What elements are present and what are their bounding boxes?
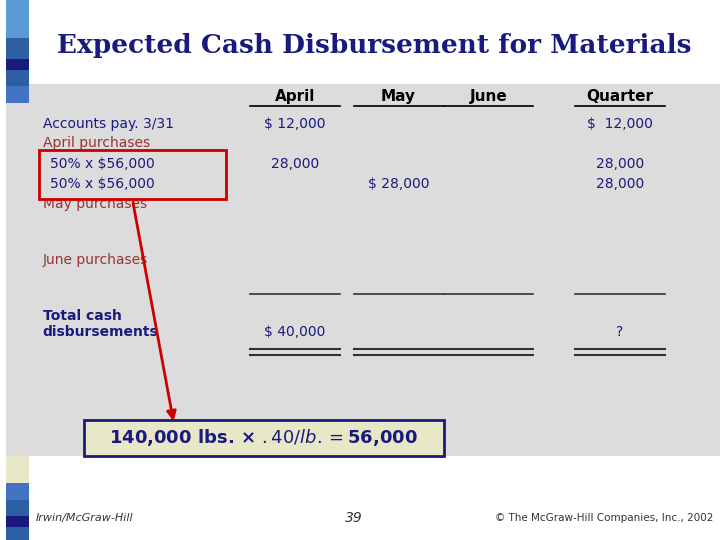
Text: Expected Cash Disbursement for Materials: Expected Cash Disbursement for Materials bbox=[57, 33, 692, 58]
Text: 50% x $56,000: 50% x $56,000 bbox=[50, 177, 154, 191]
Bar bbox=[39, 150, 226, 199]
Text: May: May bbox=[381, 89, 416, 104]
Text: ?: ? bbox=[616, 325, 624, 339]
Bar bbox=[6, 103, 29, 456]
Bar bbox=[6, 70, 29, 86]
Bar bbox=[6, 483, 29, 500]
Text: © The McGraw-Hill Companies, Inc., 2002: © The McGraw-Hill Companies, Inc., 2002 bbox=[495, 514, 713, 523]
Bar bbox=[6, 38, 29, 59]
Bar bbox=[29, 84, 720, 456]
Text: $  12,000: $ 12,000 bbox=[587, 117, 653, 131]
Text: 50% x $56,000: 50% x $56,000 bbox=[50, 157, 154, 171]
Bar bbox=[6, 0, 29, 38]
Text: Accounts pay. 3/31: Accounts pay. 3/31 bbox=[42, 117, 174, 131]
Bar bbox=[6, 59, 29, 70]
Bar bbox=[6, 516, 29, 526]
Text: Irwin/McGraw-Hill: Irwin/McGraw-Hill bbox=[36, 514, 133, 523]
Bar bbox=[6, 456, 29, 483]
Bar bbox=[29, 456, 720, 540]
Text: June: June bbox=[469, 89, 508, 104]
Text: Total cash: Total cash bbox=[42, 309, 122, 323]
Text: 28,000: 28,000 bbox=[595, 177, 644, 191]
Text: $ 28,000: $ 28,000 bbox=[368, 177, 429, 191]
Text: Quarter: Quarter bbox=[586, 89, 653, 104]
Text: 50% x $56,000: 50% x $56,000 bbox=[50, 177, 154, 191]
Text: disbursements: disbursements bbox=[42, 325, 158, 339]
Text: $ 40,000: $ 40,000 bbox=[264, 325, 325, 339]
Text: 28,000: 28,000 bbox=[595, 157, 644, 171]
Text: 140,000 lbs. × $.40/lb. = $56,000: 140,000 lbs. × $.40/lb. = $56,000 bbox=[109, 428, 418, 448]
Bar bbox=[84, 420, 444, 456]
Bar bbox=[6, 500, 29, 516]
Text: June purchases: June purchases bbox=[42, 253, 148, 267]
Text: May purchases: May purchases bbox=[42, 197, 147, 211]
Text: 39: 39 bbox=[345, 511, 363, 525]
Bar bbox=[6, 526, 29, 540]
Bar bbox=[29, 0, 720, 84]
Text: April purchases: April purchases bbox=[42, 136, 150, 150]
Text: 28,000: 28,000 bbox=[271, 157, 319, 171]
Text: 50% x $56,000: 50% x $56,000 bbox=[50, 157, 154, 171]
Text: $ 12,000: $ 12,000 bbox=[264, 117, 325, 131]
Bar bbox=[6, 86, 29, 103]
Text: April: April bbox=[275, 89, 315, 104]
